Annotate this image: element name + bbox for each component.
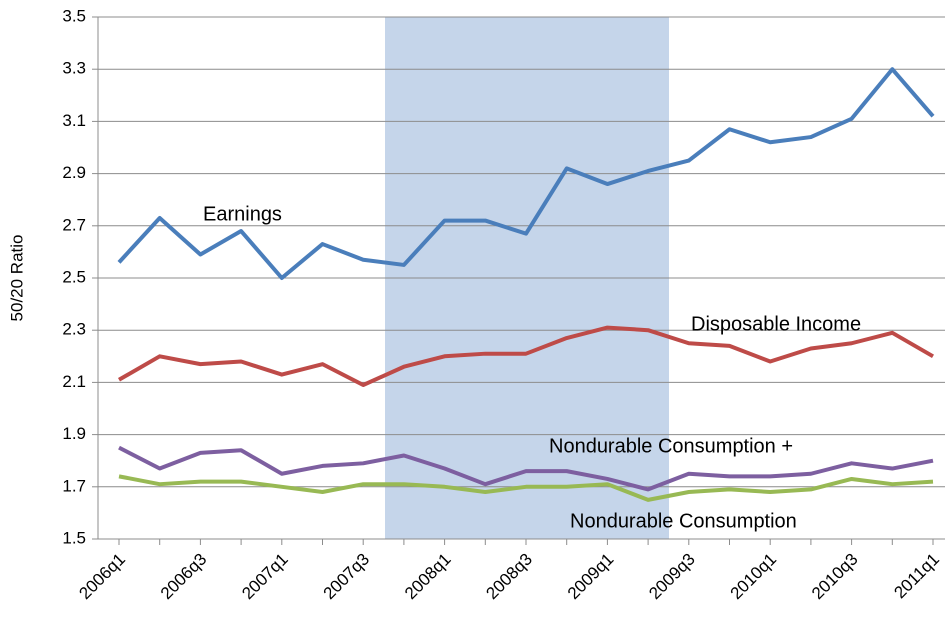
x-tick-label: 2008q1	[401, 550, 455, 604]
y-axis-label: 50/20 Ratio	[7, 235, 26, 322]
series-label: Nondurable Consumption +	[549, 435, 793, 457]
series-label: Nondurable Consumption	[570, 510, 797, 532]
x-tick-label: 2008q3	[482, 550, 536, 604]
y-tick-label: 3.3	[62, 59, 86, 78]
series-line	[118, 474, 934, 502]
x-tick-label: 2007q1	[238, 550, 292, 604]
series-line	[118, 325, 934, 388]
y-tick-label: 1.5	[62, 528, 86, 547]
x-tick-label: 2009q1	[564, 550, 618, 604]
x-tick-label: 2010q3	[808, 550, 862, 604]
y-tick-label: 3.1	[62, 111, 86, 130]
x-tick-label: 2011q1	[890, 550, 943, 603]
y-tick-label: 1.7	[62, 476, 86, 495]
series-label: Disposable Income	[691, 313, 861, 335]
y-tick-label: 2.9	[62, 163, 86, 182]
x-tick-label: 2010q1	[727, 550, 781, 604]
y-tick-label: 1.9	[62, 424, 86, 443]
y-tick-label: 2.1	[62, 372, 86, 391]
series-line	[118, 445, 934, 492]
y-tick-label: 3.5	[62, 6, 86, 25]
x-tick-label: 2006q1	[75, 550, 129, 604]
y-tick-label: 2.5	[62, 267, 86, 286]
x-tick-label: 2006q3	[157, 550, 211, 604]
y-tick-label: 2.7	[62, 215, 86, 234]
series-line	[117, 67, 935, 280]
series-label: Earnings	[203, 203, 282, 225]
y-tick-label: 2.3	[62, 320, 86, 339]
x-tick-label: 2009q3	[645, 550, 699, 604]
x-tick-label: 2007q3	[320, 550, 374, 604]
